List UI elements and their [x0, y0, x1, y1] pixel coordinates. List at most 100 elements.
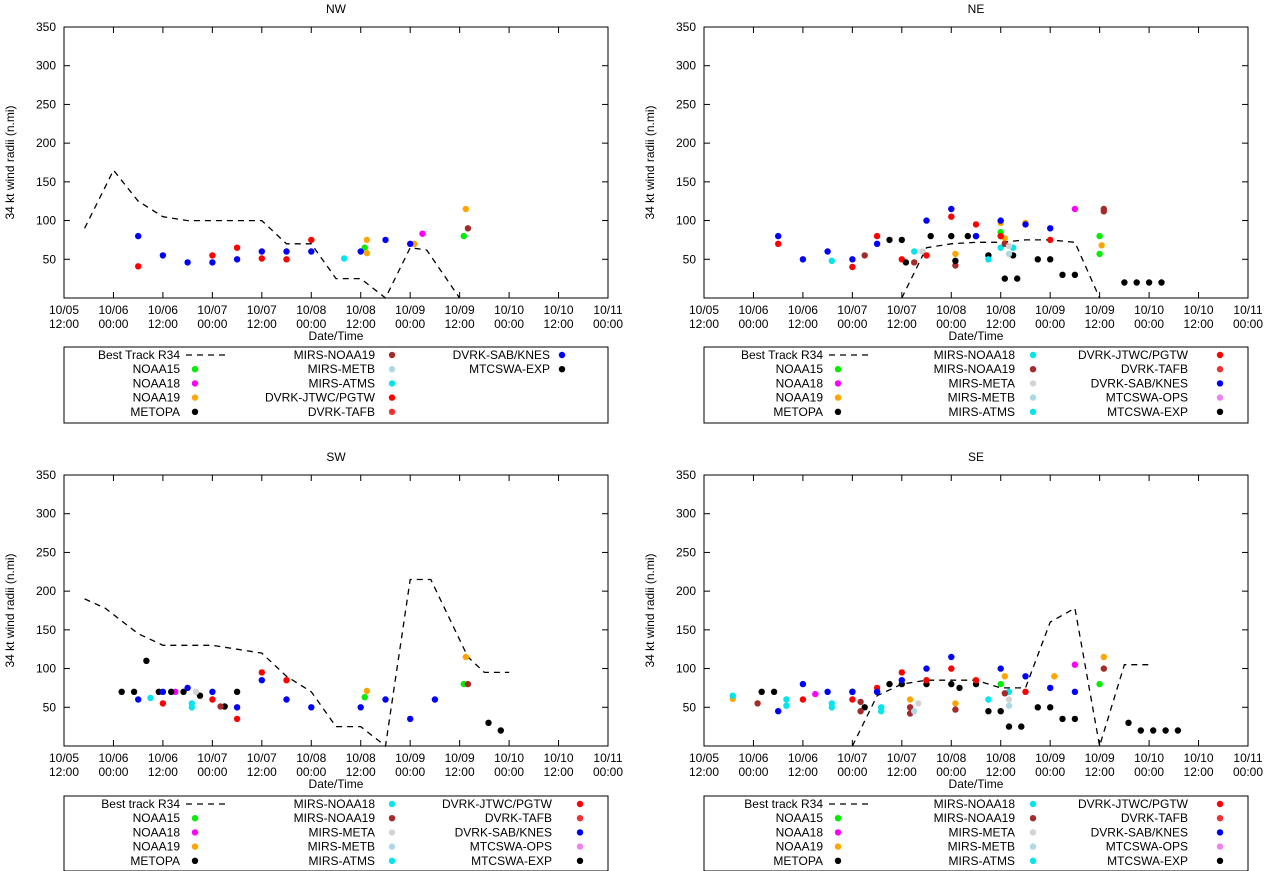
data-point-dvrk-sab-knes	[948, 653, 955, 661]
data-point-mtcswa-exp	[485, 719, 492, 726]
data-point-dvrk-jtwc-pgtw	[233, 715, 241, 723]
x-tick-label-date: 10/07	[837, 751, 867, 765]
y-tick-label: 150	[36, 623, 56, 637]
legend-label: MTCSWA-EXP	[1107, 405, 1188, 419]
x-tick-label-time: 12:00	[1085, 317, 1115, 331]
data-point-mirs-noaa18	[188, 700, 195, 707]
data-point-dvrk-jtwc-pgtw	[135, 263, 142, 270]
y-tick-label: 300	[36, 507, 56, 521]
legend-label: MTCSWA-EXP	[469, 362, 550, 376]
x-tick-label-time: 00:00	[494, 317, 524, 331]
y-tick-label: 200	[36, 584, 56, 598]
x-tick-label-time: 12:00	[148, 317, 178, 331]
legend-label: NOAA19	[776, 391, 824, 405]
data-point-dvrk-sab-knes	[159, 252, 167, 259]
legend-label: MIRS-ATMS	[309, 854, 375, 868]
legend-box	[63, 795, 609, 871]
legend-marker	[576, 800, 584, 808]
data-point-dvrk-jtwc-pgtw	[997, 232, 1004, 240]
legend-label: Best Track R34	[741, 348, 823, 362]
x-tick-label-date: 10/08	[986, 751, 1016, 765]
data-point-noaa15	[1096, 680, 1103, 688]
x-tick-label-time: 12:00	[689, 765, 719, 779]
x-tick-label-time: 12:00	[1184, 765, 1214, 779]
legend-label: METOPA	[130, 854, 180, 868]
data-point-dvrk-jtwc-pgtw	[283, 677, 290, 684]
x-tick-label-time: 00:00	[1134, 765, 1164, 779]
x-tick-label-date: 10/08	[936, 303, 966, 317]
legend-label: DVRK-JTWC/PGTW	[442, 797, 553, 811]
data-point-dvrk-jtwc-pgtw	[159, 700, 167, 707]
x-tick-label-date: 10/07	[197, 751, 227, 765]
legend-marker	[558, 351, 566, 359]
data-point-dvrk-sab-knes	[308, 248, 315, 255]
legend-marker	[388, 380, 396, 387]
x-tick-label-time: 12:00	[1085, 765, 1115, 779]
legend-marker	[1029, 408, 1037, 415]
data-point-dvrk-sab-knes	[135, 232, 142, 240]
best-track-line	[84, 168, 461, 300]
y-tick-label: 300	[36, 59, 56, 73]
legend-box	[703, 346, 1249, 424]
legend-marker	[834, 408, 842, 415]
x-tick-label-time: 12:00	[788, 317, 818, 331]
data-point-metopa	[861, 704, 868, 711]
data-point-metopa	[956, 684, 963, 692]
legend-marker	[1029, 366, 1037, 373]
x-tick-label-date: 10/08	[346, 751, 376, 765]
data-point-mirs-noaa18	[783, 696, 790, 703]
data-point-noaa18	[812, 690, 819, 698]
legend-marker	[576, 843, 584, 850]
data-point-dvrk-sab-knes	[159, 688, 167, 695]
data-point-mirs-noaa19	[464, 680, 472, 688]
x-tick-label-date: 10/11	[593, 751, 622, 765]
x-tick-label-date: 10/06	[148, 303, 178, 317]
legend-marker	[576, 829, 584, 836]
data-point-dvrk-sab-knes	[775, 232, 782, 240]
legend-marker	[191, 408, 199, 415]
data-point-dvrk-sab-knes	[308, 704, 315, 711]
data-point-metopa	[985, 708, 992, 715]
legend-marker	[1029, 815, 1037, 822]
x-tick-label-time: 12:00	[887, 317, 917, 331]
x-tick-label-time: 00:00	[837, 317, 867, 331]
x-tick-label-date: 10/08	[936, 751, 966, 765]
legend-marker	[1216, 408, 1224, 415]
y-axis-label: 34 kt wind radii (n.mi)	[3, 553, 17, 667]
data-point-noaa15	[460, 232, 467, 240]
data-point-mirs-noaa19	[861, 252, 868, 259]
x-tick-label-date: 10/09	[445, 303, 475, 317]
data-point-mirs-noaa19	[1001, 690, 1008, 697]
data-point-dvrk-sab-knes	[382, 696, 389, 703]
data-point-mirs-atms	[341, 255, 348, 262]
x-tick-label-date: 10/10	[1184, 303, 1214, 317]
data-point-noaa15	[1096, 250, 1103, 258]
x-tick-label-time: 12:00	[986, 317, 1016, 331]
data-point-noaa15	[361, 244, 368, 251]
x-axis-label: Date/Time	[309, 777, 364, 791]
x-tick-label-date: 10/11	[593, 303, 622, 317]
x-tick-label-time: 00:00	[738, 317, 768, 331]
legend-marker	[1216, 380, 1224, 387]
data-point-dvrk-sab-knes	[775, 708, 782, 715]
x-tick-label-time: 00:00	[936, 317, 966, 331]
legend-label: DVRK-JTWC/PGTW	[265, 391, 376, 405]
data-point-metopa	[143, 657, 150, 664]
x-tick-label-date: 10/05	[49, 303, 79, 317]
plot-frame	[63, 474, 609, 747]
data-point-dvrk-sab-knes	[184, 259, 191, 266]
data-point-dvrk-sab-knes	[824, 688, 831, 695]
y-tick-label: 100	[676, 662, 696, 676]
legend-label: METOPA	[773, 405, 823, 419]
data-point-mirs-noaa19	[1100, 665, 1108, 672]
legend-marker	[834, 815, 842, 822]
x-tick-label-time: 00:00	[1035, 317, 1065, 331]
data-point-metopa	[180, 688, 187, 695]
x-tick-label-date: 10/06	[738, 303, 768, 317]
chart-title: SE	[968, 450, 984, 464]
legend-marker	[1216, 351, 1224, 359]
legend-label: NOAA19	[776, 840, 824, 854]
x-tick-label-time: 00:00	[395, 765, 425, 779]
data-point-dvrk-sab-knes	[283, 248, 290, 255]
data-point-dvrk-jtwc-pgtw	[308, 236, 315, 244]
